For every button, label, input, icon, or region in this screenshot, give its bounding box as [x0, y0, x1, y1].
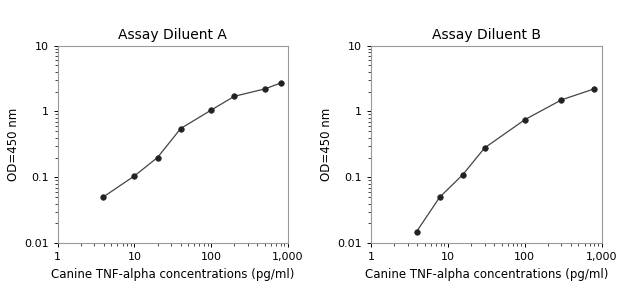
Title: Assay Diluent A: Assay Diluent A	[118, 28, 227, 42]
X-axis label: Canine TNF-alpha concentrations (pg/ml): Canine TNF-alpha concentrations (pg/ml)	[365, 268, 608, 281]
Title: Assay Diluent B: Assay Diluent B	[432, 28, 541, 42]
X-axis label: Canine TNF-alpha concentrations (pg/ml): Canine TNF-alpha concentrations (pg/ml)	[51, 268, 294, 281]
Y-axis label: OD=450 nm: OD=450 nm	[7, 108, 20, 181]
Y-axis label: OD=450 nm: OD=450 nm	[321, 108, 333, 181]
